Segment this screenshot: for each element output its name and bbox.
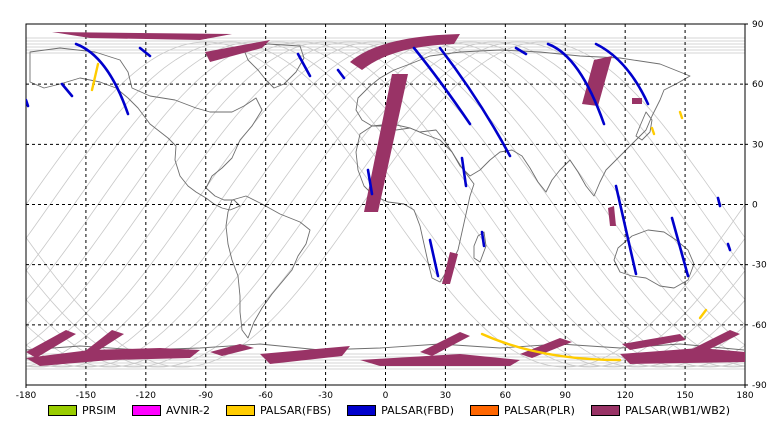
swath-fbd: [412, 46, 472, 126]
swath-fbd: [74, 42, 130, 116]
swath-wb1-wb2: [26, 348, 200, 366]
swath-wb1-wb2: [520, 338, 572, 358]
legend-label: PRSIM: [82, 403, 116, 417]
swath-fbd: [138, 46, 152, 58]
legend-label: PALSAR(WB1/WB2): [624, 403, 731, 417]
legend-entry: PALSAR(FBD): [347, 404, 454, 417]
legend-label: PALSAR(FBS): [259, 403, 332, 417]
swath-fbs: [650, 126, 656, 136]
orbit-track: [26, 41, 745, 368]
x-tick-label: 90: [560, 391, 572, 401]
swath-fbd: [428, 238, 440, 278]
swath-wb1-wb2: [205, 40, 270, 62]
coastline-japan: [635, 111, 653, 141]
swath-fbd: [480, 230, 486, 248]
sensor-legend: PRSIM AVNIR-2 PALSAR(FBS) PALSAR(FBD) PALSAR…: [48, 402, 746, 418]
legend-entry: PALSAR(PLR): [470, 404, 575, 417]
swath-fbd: [26, 98, 30, 108]
legend-entry: PRSIM: [48, 404, 116, 417]
latitude-ticks: 90 60 30 0 -30 -60 -90: [745, 20, 767, 391]
orbit-track: [26, 41, 745, 368]
swath-fbd: [594, 42, 650, 106]
x-tick-label: 30: [440, 391, 452, 401]
legend-swatch: [470, 404, 500, 416]
x-tick-label: -30: [318, 391, 333, 401]
x-tick-label: -120: [136, 391, 157, 401]
swath-fbd: [296, 52, 312, 78]
legend-swatch: [590, 404, 620, 416]
x-tick-label: 0: [383, 391, 389, 401]
swath-wb1-wb2: [360, 354, 520, 366]
orbit-track: [26, 41, 745, 368]
x-tick-label: -60: [258, 391, 273, 401]
coastline-australia: [613, 229, 695, 289]
swath-fbd: [460, 156, 468, 188]
y-tick-label: 90: [752, 20, 764, 30]
swath-fbd: [670, 216, 690, 278]
coastline-south-america: [225, 195, 311, 339]
legend-swatch: [132, 404, 161, 416]
swath-fbd: [438, 46, 512, 158]
swath-fbd: [546, 42, 606, 126]
swath-wb1-wb2: [84, 330, 124, 352]
coastline-north-america: [29, 47, 263, 211]
y-tick-label: -90: [752, 381, 767, 391]
swath-fbd: [716, 196, 722, 208]
graticule-grid: [25, 23, 746, 386]
legend-label: AVNIR-2: [166, 403, 210, 417]
longitude-ticks: -180 -150 -120 -90 -60 -30 0 30 60 90 120 150 180: [16, 385, 754, 401]
swath-wb1-wb2: [582, 56, 612, 106]
coastline-madagascar: [473, 231, 487, 263]
swath-wb1-wb2: [690, 330, 740, 354]
swath-fbs: [698, 308, 708, 320]
swath-fbs: [678, 110, 684, 120]
x-tick-label: -90: [198, 391, 213, 401]
swath-wb1-wb2: [364, 74, 408, 212]
legend-swatch: [347, 404, 377, 416]
y-tick-label: -30: [752, 261, 767, 271]
y-tick-label: 0: [752, 201, 758, 211]
swath-fbd: [726, 242, 732, 252]
coastline-eurasia: [355, 49, 691, 197]
swath-fbs: [90, 62, 100, 92]
swath-wb1-wb2: [622, 334, 686, 350]
swath-fbd: [336, 68, 346, 80]
swath-wb1-wb2: [210, 344, 254, 356]
y-tick-label: 30: [752, 140, 764, 150]
swath-wb1-wb2: [52, 32, 232, 40]
x-tick-label: -150: [76, 391, 97, 401]
orbit-track: [26, 41, 745, 368]
x-tick-label: 150: [676, 391, 693, 401]
legend-label: PALSAR(FBD): [381, 403, 455, 417]
x-tick-label: -180: [16, 391, 37, 401]
legend-entry: AVNIR-2: [132, 404, 210, 417]
swath-wb1-wb2: [260, 346, 350, 364]
y-tick-label: 60: [752, 80, 764, 90]
swath-fbd: [60, 82, 74, 98]
legend-entry: PALSAR(WB1/WB2): [590, 403, 731, 417]
swath-wb1-wb2: [350, 34, 460, 70]
swath-fbd: [614, 184, 638, 276]
y-tick-label: -60: [752, 321, 767, 331]
legend-label: PALSAR(PLR): [504, 403, 575, 417]
x-tick-label: 120: [617, 391, 634, 401]
x-tick-label: 180: [736, 391, 753, 401]
x-tick-label: 60: [500, 391, 512, 401]
swath-wb1-wb2: [608, 206, 616, 226]
legend-swatch: [48, 404, 77, 416]
swath-wb1-wb2: [442, 252, 458, 284]
swath-wb1-wb2: [26, 330, 76, 358]
swath-wb1-wb2: [420, 332, 470, 356]
swath-fbd: [514, 46, 528, 56]
swath-wb1-wb2: [620, 348, 745, 364]
swath-wb1-wb2: [632, 98, 642, 104]
legend-entry: PALSAR(FBS): [225, 403, 332, 417]
legend-swatch: [225, 404, 255, 416]
swath-fbs: [480, 332, 622, 362]
observation-swaths: [26, 32, 745, 366]
swath-fbd: [366, 168, 374, 196]
